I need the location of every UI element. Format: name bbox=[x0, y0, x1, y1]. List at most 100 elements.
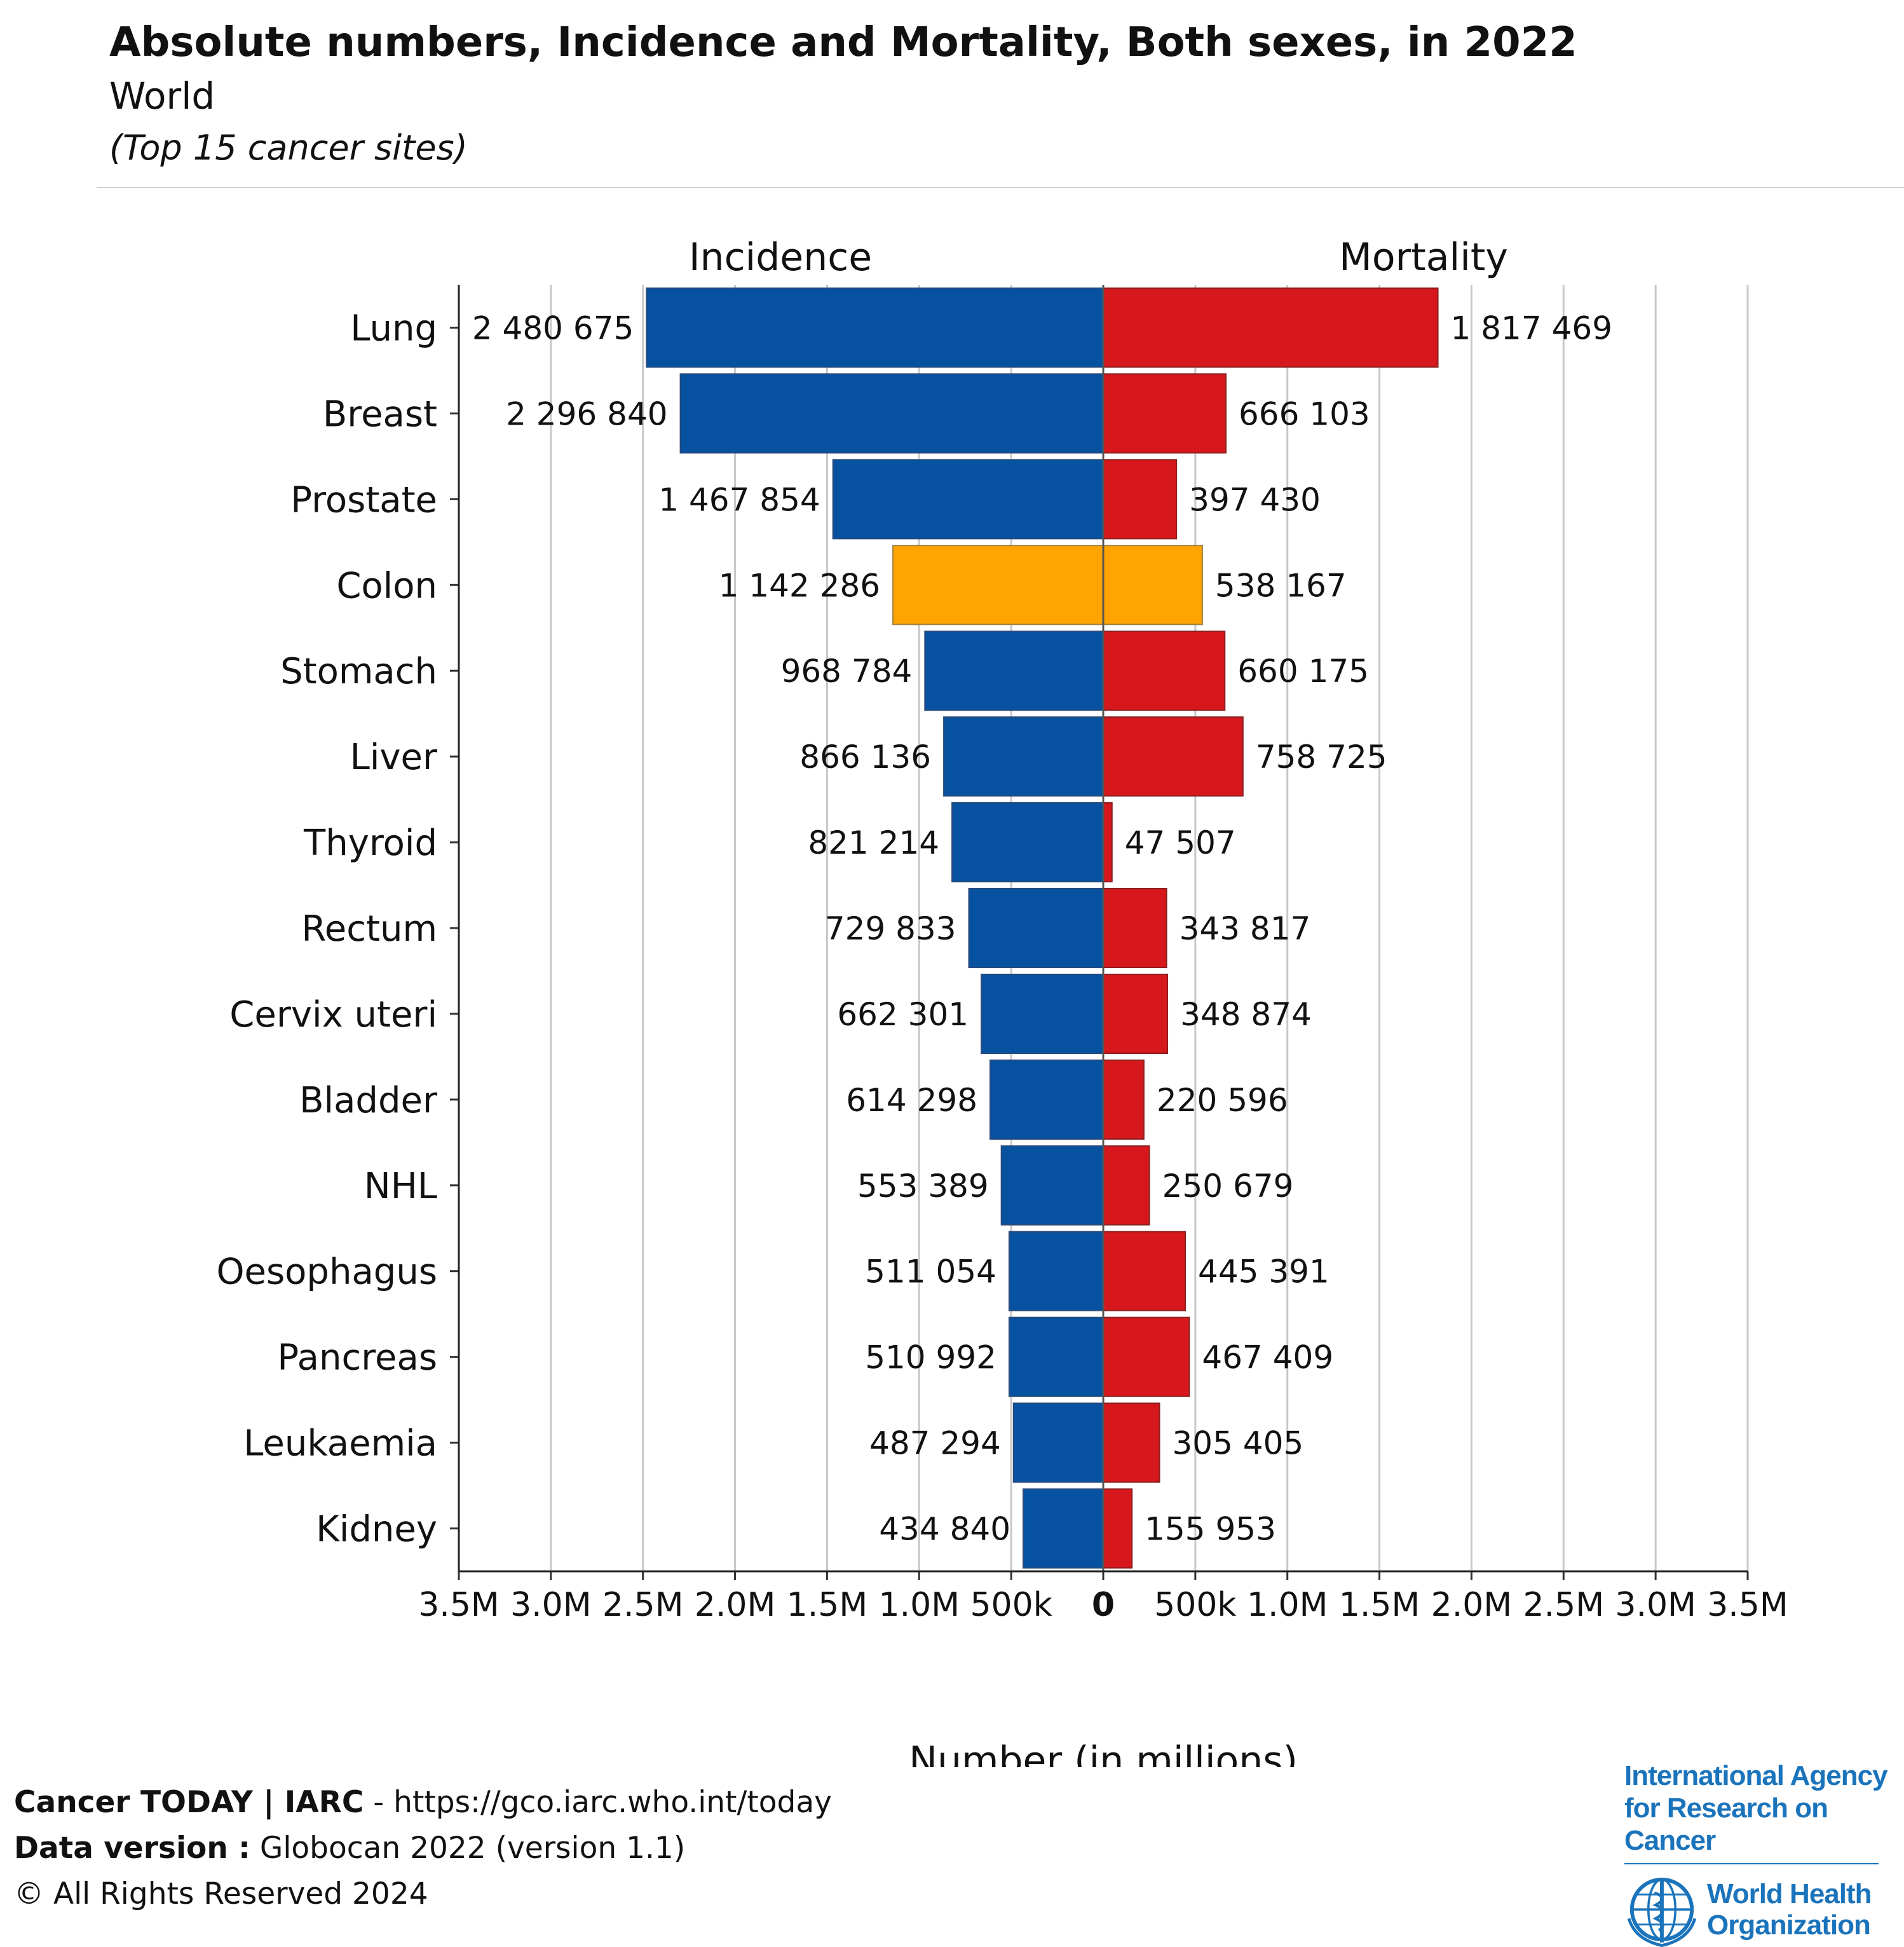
who-emblem-icon bbox=[1627, 1877, 1697, 1947]
incidence-bar bbox=[924, 631, 1105, 711]
x-axis-title: Number (in millions) bbox=[909, 1739, 1298, 1767]
mortality-value-label: 1 817 469 bbox=[1451, 310, 1612, 346]
mortality-bar bbox=[1103, 631, 1226, 711]
mortality-value-label: 47 507 bbox=[1125, 824, 1236, 861]
iarc-logo-line1: International Agency bbox=[1624, 1760, 1888, 1791]
mortality-series-title: Mortality bbox=[1339, 235, 1508, 280]
incidence-value-label: 729 833 bbox=[825, 910, 956, 947]
chart-header: Absolute numbers, Incidence and Mortalit… bbox=[109, 14, 1577, 175]
mortality-value-label: 397 430 bbox=[1189, 481, 1321, 518]
category-label: Prostate bbox=[290, 479, 437, 521]
category-label: Stomach bbox=[280, 651, 437, 692]
iarc-logo-line2: for Research on Cancer bbox=[1624, 1793, 1828, 1856]
x-tick-label: 2.5M bbox=[1523, 1586, 1605, 1624]
logos: International Agency for Research on Can… bbox=[1624, 1759, 1891, 1947]
incidence-bar bbox=[981, 973, 1105, 1055]
x-tick-label: 3.5M bbox=[1707, 1586, 1788, 1624]
footer-version-label: Data version : bbox=[14, 1831, 250, 1866]
x-tick-label: 2.0M bbox=[1431, 1586, 1513, 1624]
incidence-bar bbox=[892, 545, 1105, 625]
mortality-value-label: 467 409 bbox=[1202, 1339, 1333, 1376]
incidence-value-label: 662 301 bbox=[837, 996, 969, 1033]
incidence-value-label: 487 294 bbox=[869, 1425, 1001, 1462]
x-tick-label: 500k bbox=[970, 1586, 1052, 1624]
mortality-value-label: 348 874 bbox=[1180, 996, 1312, 1033]
category-label: Pancreas bbox=[277, 1337, 437, 1379]
mortality-value-label: 220 596 bbox=[1157, 1082, 1288, 1119]
x-tick-label: 0 bbox=[1092, 1586, 1115, 1624]
mortality-value-label: 538 167 bbox=[1215, 567, 1347, 604]
category-label: Colon bbox=[336, 565, 437, 606]
incidence-bar bbox=[968, 887, 1105, 969]
incidence-bar bbox=[1000, 1145, 1104, 1226]
incidence-value-label: 511 054 bbox=[865, 1254, 996, 1290]
x-tick-label: 3.0M bbox=[1615, 1586, 1696, 1624]
category-label: Lung bbox=[350, 308, 437, 349]
mortality-bar bbox=[1103, 1145, 1150, 1226]
incidence-bar bbox=[943, 716, 1104, 797]
category-label: Bladder bbox=[299, 1080, 438, 1121]
incidence-value-label: 1 142 286 bbox=[719, 567, 880, 604]
mortality-value-label: 305 405 bbox=[1172, 1425, 1303, 1462]
mortality-bar bbox=[1103, 1402, 1160, 1483]
x-tick-label: 2.5M bbox=[602, 1586, 684, 1624]
incidence-value-label: 2 296 840 bbox=[506, 395, 667, 432]
incidence-value-label: 821 214 bbox=[808, 824, 939, 861]
footer-url[interactable]: - https://gco.iarc.who.int/today bbox=[364, 1785, 832, 1820]
category-label: Breast bbox=[323, 393, 437, 435]
iarc-logo: International Agency for Research on Can… bbox=[1624, 1759, 1891, 1857]
mortality-bar bbox=[1103, 1488, 1133, 1569]
category-label: Leukaemia bbox=[243, 1423, 437, 1465]
mortality-value-label: 343 817 bbox=[1180, 910, 1311, 947]
incidence-value-label: 553 389 bbox=[857, 1168, 989, 1205]
footer-version-line: Data version : Globocan 2022 (version 1.… bbox=[14, 1826, 832, 1871]
mortality-bar bbox=[1103, 459, 1178, 540]
incidence-value-label: 614 298 bbox=[846, 1082, 977, 1119]
labels: 3.5M 3.0M 2.5M 2.0M 1.5M 1.0M 500k 0 500k 1.0M 1.5… bbox=[216, 308, 1788, 1624]
incidence-bar bbox=[1008, 1231, 1104, 1311]
incidence-value-label: 866 136 bbox=[799, 739, 931, 775]
x-tick-label: 1.0M bbox=[879, 1586, 960, 1624]
incidence-bar bbox=[1023, 1488, 1104, 1569]
x-tick-label: 3.5M bbox=[418, 1586, 500, 1624]
mortality-bar bbox=[1103, 373, 1227, 454]
mortality-bar bbox=[1103, 802, 1113, 883]
chart-title: Absolute numbers, Incidence and Mortalit… bbox=[109, 19, 1577, 66]
category-label: Oesophagus bbox=[216, 1252, 437, 1293]
who-logo-text: World Health Organization bbox=[1707, 1878, 1872, 1941]
x-tick-label: 500k bbox=[1154, 1586, 1236, 1624]
logo-divider bbox=[1624, 1863, 1879, 1864]
who-logo-line1: World Health bbox=[1707, 1878, 1872, 1909]
footer-copyright: © All Rights Reserved 2024 bbox=[14, 1876, 428, 1911]
category-label: Rectum bbox=[301, 908, 437, 950]
mortality-value-label: 758 725 bbox=[1256, 739, 1387, 775]
mortality-bar bbox=[1103, 973, 1169, 1055]
x-tick-label: 1.5M bbox=[787, 1586, 868, 1624]
mortality-value-label: 250 679 bbox=[1162, 1168, 1294, 1205]
mortality-bar bbox=[1103, 1059, 1145, 1140]
incidence-value-label: 510 992 bbox=[865, 1339, 996, 1376]
footer-brand: Cancer TODAY | IARC bbox=[14, 1785, 364, 1820]
mortality-bar bbox=[1103, 887, 1167, 969]
incidence-series-title: Incidence bbox=[689, 235, 872, 280]
axes bbox=[450, 285, 1749, 1580]
incidence-bar bbox=[832, 459, 1104, 540]
incidence-bar bbox=[951, 802, 1104, 883]
x-tick-label: 2.0M bbox=[695, 1586, 776, 1624]
incidence-bar bbox=[1008, 1316, 1105, 1397]
category-label: NHL bbox=[364, 1166, 437, 1207]
category-label: Thyroid bbox=[303, 823, 437, 864]
x-tick-label: 3.0M bbox=[510, 1586, 592, 1624]
incidence-value-label: 1 467 854 bbox=[658, 481, 820, 518]
incidence-value-label: 968 784 bbox=[781, 653, 913, 690]
who-logo-line2: Organization bbox=[1707, 1909, 1871, 1941]
x-tick-label: 1.5M bbox=[1339, 1586, 1420, 1624]
incidence-bar bbox=[679, 373, 1104, 454]
footer-version-value: Globocan 2022 (version 1.1) bbox=[250, 1831, 686, 1866]
category-label: Cervix uteri bbox=[229, 994, 437, 1035]
mortality-value-label: 660 175 bbox=[1237, 653, 1369, 690]
mortality-bar bbox=[1103, 1316, 1190, 1397]
mortality-bar bbox=[1103, 1231, 1187, 1311]
chart-region: World bbox=[109, 74, 215, 118]
butterfly-bar-chart: 3.5M 3.0M 2.5M 2.0M 1.5M 1.0M 500k 0 500k 1.0M 1.5… bbox=[216, 235, 1788, 1767]
